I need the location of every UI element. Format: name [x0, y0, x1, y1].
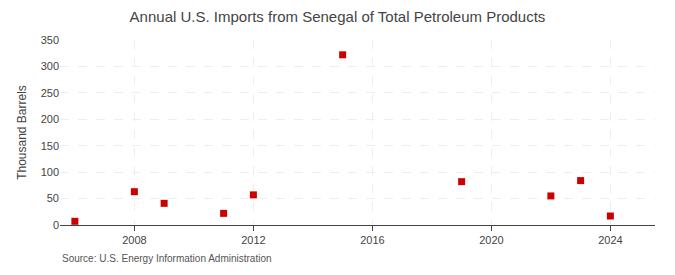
svg-text:200: 200 [41, 113, 59, 125]
svg-text:2016: 2016 [360, 234, 384, 246]
svg-text:Annual U.S. Imports from Seneg: Annual U.S. Imports from Senegal of Tota… [130, 8, 546, 25]
svg-text:350: 350 [41, 34, 59, 46]
svg-text:2020: 2020 [479, 234, 503, 246]
svg-text:0: 0 [53, 219, 59, 231]
svg-text:250: 250 [41, 87, 59, 99]
svg-text:100: 100 [41, 166, 59, 178]
svg-text:2008: 2008 [122, 234, 146, 246]
svg-text:Source: U.S. Energy Informatio: Source: U.S. Energy Information Administ… [62, 253, 272, 264]
svg-text:50: 50 [47, 192, 59, 204]
svg-text:2024: 2024 [598, 234, 622, 246]
svg-text:300: 300 [41, 60, 59, 72]
svg-text:Thousand Barrels: Thousand Barrels [15, 85, 29, 180]
svg-text:2012: 2012 [241, 234, 265, 246]
svg-text:150: 150 [41, 140, 59, 152]
